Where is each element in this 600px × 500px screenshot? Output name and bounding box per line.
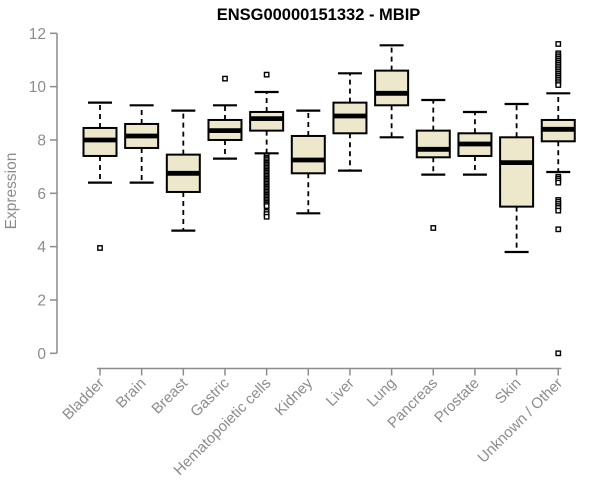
x-tick-label-group: Skin — [492, 375, 525, 408]
outlier-point — [555, 41, 562, 47]
box-group-unknown-other — [540, 41, 576, 357]
box-group-bladder — [82, 101, 118, 251]
x-tick-label: Liver — [323, 375, 358, 410]
x-tick-label-group: Bladder — [59, 375, 108, 424]
y-tick-label: 10 — [29, 79, 47, 96]
outlier-point — [555, 226, 562, 233]
chart-title: ENSG00000151332 - MBIP — [216, 6, 421, 24]
outlier-point — [263, 71, 270, 78]
box-group-pancreas — [415, 98, 451, 231]
y-tick-label: 2 — [37, 292, 46, 309]
y-tick-label: 6 — [37, 186, 46, 203]
box-rect — [290, 134, 326, 175]
x-tick-label-group: Kidney — [272, 374, 317, 419]
box-group-liver — [332, 72, 368, 172]
x-tick-label: Skin — [492, 375, 525, 408]
y-tick-label: 12 — [29, 26, 46, 43]
box-group-gastric — [207, 75, 243, 160]
x-tick-label: Bladder — [59, 375, 108, 424]
outlier-point — [555, 207, 562, 214]
x-tick-label: Breast — [148, 374, 191, 417]
box-rect — [374, 69, 410, 107]
box-group-skin — [499, 102, 535, 254]
box-group-brain — [124, 104, 160, 184]
box-rect — [415, 129, 451, 159]
outlier-point — [555, 82, 562, 88]
outlier-point — [263, 213, 270, 220]
x-tick-label: Kidney — [272, 374, 317, 419]
x-tick-label-group: Liver — [323, 375, 358, 410]
y-tick-label: 8 — [37, 132, 46, 149]
outlier-point — [555, 350, 562, 357]
box-rect — [499, 136, 535, 208]
x-tick-label-group: Prostate — [431, 375, 483, 427]
box-group-lung — [374, 44, 410, 139]
box-group-prostate — [457, 110, 493, 176]
outlier-point — [263, 203, 270, 209]
outlier-point — [555, 179, 562, 186]
y-tick-label: 0 — [37, 346, 46, 363]
x-tick-label-group: Breast — [148, 374, 191, 417]
box-group-breast — [165, 109, 201, 232]
y-tick-label: 4 — [37, 239, 46, 256]
x-tick-label-group: Brain — [113, 375, 150, 412]
box-group-kidney — [290, 109, 326, 215]
x-tick-label: Brain — [113, 375, 150, 412]
outlier-point — [430, 225, 437, 231]
x-tick-label: Lung — [364, 375, 400, 411]
box-rect — [249, 110, 285, 132]
outlier-point — [97, 245, 103, 251]
x-tick-label-group: Lung — [364, 375, 400, 411]
box-group-hematopoietic-cells — [249, 71, 285, 220]
outlier-point — [222, 75, 228, 82]
x-tick-label: Prostate — [431, 375, 483, 427]
